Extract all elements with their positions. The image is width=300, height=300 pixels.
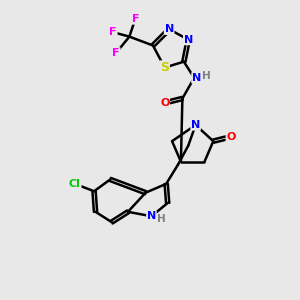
Text: S: S: [160, 61, 169, 74]
Text: N: N: [192, 73, 201, 83]
Text: F: F: [112, 48, 120, 58]
Text: N: N: [184, 34, 193, 45]
Text: F: F: [110, 27, 117, 37]
Text: N: N: [147, 211, 156, 221]
Text: O: O: [160, 98, 169, 108]
Text: F: F: [131, 14, 139, 24]
Text: N: N: [164, 24, 174, 34]
Text: Cl: Cl: [69, 179, 81, 189]
Text: N: N: [191, 120, 200, 130]
Text: H: H: [158, 214, 166, 224]
Text: H: H: [202, 71, 211, 81]
Text: O: O: [226, 132, 236, 142]
